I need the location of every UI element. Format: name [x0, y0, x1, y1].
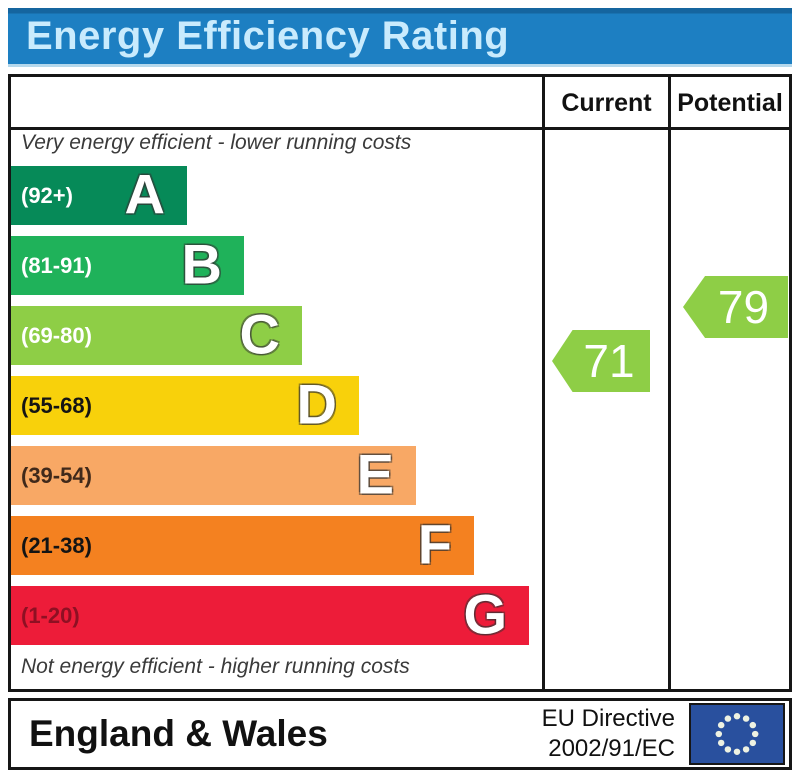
current-rating-value: 71	[583, 335, 635, 387]
band-c-letter: C	[239, 301, 280, 365]
current-column-header: Current	[561, 89, 652, 117]
band-row-g: (1-20) G	[11, 581, 529, 645]
band-d-range: (55-68)	[21, 392, 92, 418]
band-c-range: (69-80)	[21, 322, 92, 348]
bottom-note: Not energy efficient - higher running co…	[21, 655, 410, 678]
column-divider-current	[542, 77, 545, 689]
top-note: Very energy efficient - lower running co…	[21, 131, 412, 154]
band-row-d: (55-68) D	[11, 371, 359, 435]
band-row-c: (69-80) C	[11, 301, 302, 365]
column-divider-potential	[668, 77, 671, 689]
eu-flag-icon	[689, 703, 785, 765]
band-g-letter: G	[463, 581, 507, 645]
band-e-letter: E	[356, 441, 394, 505]
header-row-divider	[11, 127, 789, 130]
eu-directive-label: EU Directive 2002/91/EC	[542, 704, 675, 764]
rating-table: Current Potential Very energy efficient …	[8, 74, 792, 692]
page-title: Energy Efficiency Rating	[26, 14, 510, 58]
footer: England & Wales EU Directive 2002/91/EC	[8, 698, 792, 770]
title-bar: Energy Efficiency Rating	[8, 8, 792, 67]
current-rating-arrow: 71	[552, 330, 650, 392]
eu-directive-line1: EU Directive	[541, 705, 675, 732]
band-row-f: (21-38) F	[11, 511, 474, 575]
band-row-a: (92+) A	[11, 161, 187, 225]
potential-rating-value: 79	[717, 281, 770, 333]
band-d-letter: D	[296, 371, 337, 435]
band-row-e: (39-54) E	[11, 441, 416, 505]
band-e-range: (39-54)	[21, 462, 92, 488]
potential-rating-arrow: 79	[683, 276, 788, 338]
potential-column-header: Potential	[677, 89, 783, 117]
region-label: England & Wales	[29, 713, 328, 754]
eu-directive-line2: 2002/91/EC	[548, 735, 675, 762]
band-a-range: (92+)	[21, 182, 73, 208]
band-row-b: (81-91) B	[11, 231, 244, 295]
band-f-range: (21-38)	[21, 532, 92, 558]
band-a-letter: A	[124, 161, 165, 225]
band-b-letter: B	[181, 231, 222, 295]
band-f-letter: F	[417, 511, 452, 575]
band-b-range: (81-91)	[21, 252, 92, 278]
band-g-range: (1-20)	[21, 602, 80, 628]
